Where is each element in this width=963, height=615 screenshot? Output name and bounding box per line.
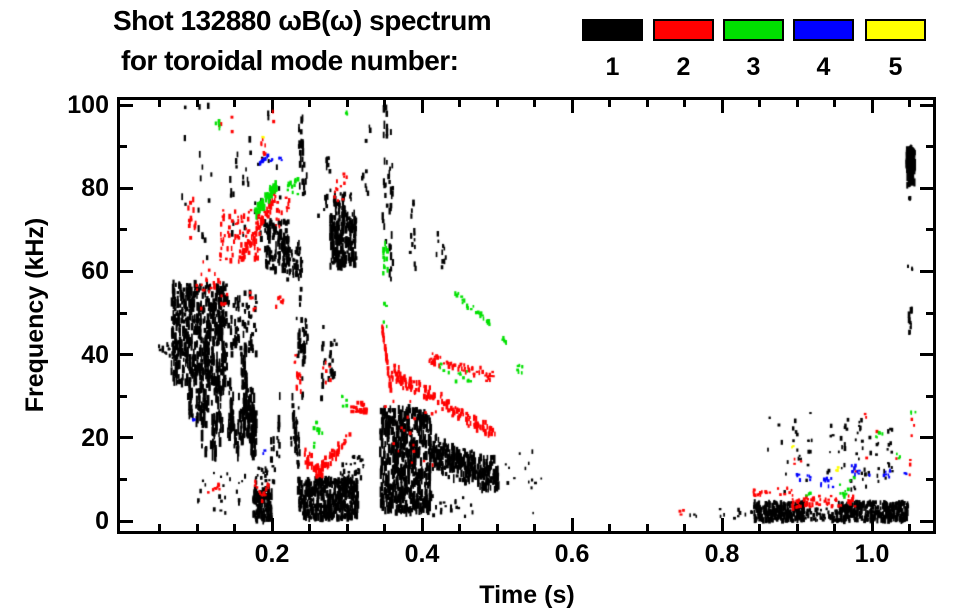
x-tick-label: 0.6 (554, 540, 590, 568)
x-tick-label: 1.0 (854, 540, 890, 568)
legend-label-mode-5: 5 (888, 53, 903, 81)
plot-frame (117, 97, 936, 534)
legend-label-mode-2: 2 (676, 53, 691, 81)
y-tick-label: 40 (81, 340, 109, 369)
x-tick-label: 0.8 (704, 540, 740, 568)
x-tick-label: 0.2 (254, 540, 290, 568)
figure-title-line1: Shot 132880 ωB(ω) spectrum (113, 5, 492, 36)
y-tick-label: 60 (81, 257, 109, 286)
x-axis-title: Time (s) (479, 581, 575, 609)
y-tick-label: 80 (81, 174, 109, 203)
figure-title-line2: for toroidal mode number: (121, 45, 459, 76)
y-tick-label: 0 (95, 507, 109, 535)
legend-label-mode-4: 4 (816, 53, 831, 81)
legend-swatch-mode-3 (723, 19, 784, 41)
legend-swatch-mode-5 (865, 19, 926, 41)
legend-label-mode-3: 3 (746, 53, 761, 81)
legend-swatch-mode-4 (793, 19, 854, 41)
spectrogram-points-canvas (120, 100, 933, 531)
legend-swatch-mode-1 (582, 19, 643, 41)
y-tick-label: 100 (67, 91, 109, 119)
legend-swatch-mode-2 (653, 19, 714, 41)
legend-label-mode-1: 1 (605, 53, 620, 81)
y-axis-title: Frequency (kHz) (21, 217, 49, 413)
y-tick-label: 20 (81, 423, 109, 452)
x-tick-label: 0.4 (404, 540, 440, 568)
